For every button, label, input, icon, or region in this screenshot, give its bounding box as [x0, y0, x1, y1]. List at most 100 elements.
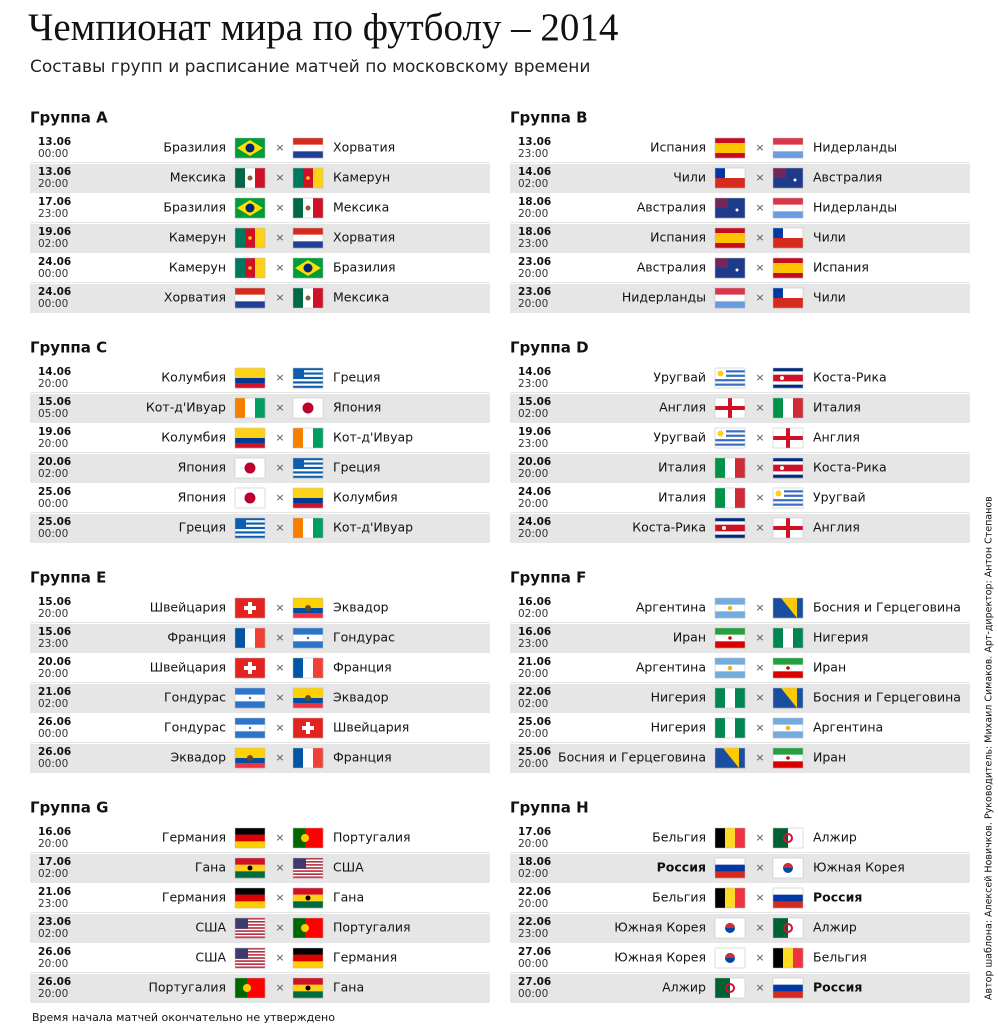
flag-border	[292, 487, 324, 509]
flag	[714, 717, 746, 739]
flag-stripe	[715, 531, 745, 535]
home-team: Камерун	[169, 230, 226, 245]
flag-stripe	[253, 978, 260, 998]
match-date: 15.06	[38, 626, 71, 638]
flag	[714, 137, 746, 159]
flag-stripe	[773, 490, 803, 493]
away-team: Япония	[333, 400, 381, 415]
away-team: Эквадор	[333, 600, 389, 615]
flag-stripe	[293, 948, 323, 955]
match-time: 00:00	[38, 498, 68, 510]
match-date: 23.06	[38, 916, 71, 928]
home-team: Уругвай	[653, 370, 706, 385]
flag-stripe	[235, 961, 265, 964]
flag-stripe	[773, 503, 803, 506]
flag-stripe	[293, 473, 323, 476]
match-time: 20:00	[38, 838, 68, 850]
flag-stripe	[235, 955, 265, 958]
flag-border	[772, 457, 804, 479]
flag	[292, 257, 324, 279]
flag-border	[292, 227, 324, 249]
away-team: Португалия	[333, 830, 411, 845]
away-team: Коста-Рика	[813, 460, 887, 475]
flag-stripe	[293, 381, 323, 384]
flag-stripe	[235, 763, 265, 769]
flag-stripe	[715, 143, 745, 149]
flag-border	[772, 487, 804, 509]
flag-border	[292, 517, 324, 539]
flag-stripe	[293, 703, 323, 709]
home-team: Бразилия	[163, 200, 226, 215]
separator: ×	[275, 401, 284, 414]
flag-stripe	[715, 445, 745, 449]
flag-stripe	[293, 748, 304, 768]
match-date: 27.06	[518, 976, 551, 988]
away-team: Бельгия	[813, 950, 867, 965]
flag-stripe	[293, 961, 323, 969]
flag	[234, 227, 266, 249]
flag-border	[234, 917, 266, 939]
away-team: Босния и Герцеговина	[813, 690, 961, 705]
match-time: 20:00	[38, 178, 68, 190]
flag	[772, 917, 804, 939]
flag-stripe	[773, 138, 803, 145]
separator: ×	[755, 171, 764, 184]
separator: ×	[755, 981, 764, 994]
flag-emblem	[235, 518, 246, 529]
flag-stripe	[715, 243, 745, 249]
away-team: Камерун	[333, 170, 390, 185]
home-team: Гана	[195, 860, 226, 875]
flag-stripe	[783, 398, 794, 418]
flag-stripe	[293, 868, 323, 871]
flag-border	[714, 747, 746, 769]
home-team: Нигерия	[651, 690, 706, 705]
flag-stripe	[235, 718, 265, 725]
flag-stripe	[725, 828, 736, 848]
flag-stripe	[773, 458, 803, 462]
home-team: Австралия	[637, 260, 706, 275]
flag-border	[292, 947, 324, 969]
flag-stripe	[715, 441, 745, 444]
separator: ×	[755, 291, 764, 304]
flag-stripe	[293, 918, 300, 938]
flag	[714, 257, 746, 279]
separator: ×	[275, 891, 284, 904]
home-team: Колумбия	[161, 370, 226, 385]
flag	[292, 167, 324, 189]
flag-stripe	[313, 198, 324, 218]
flag-border	[772, 827, 804, 849]
flag-border	[714, 717, 746, 739]
flag-stripe	[715, 153, 745, 159]
flag	[714, 687, 746, 709]
flag-border	[292, 197, 324, 219]
flag-border	[714, 137, 746, 159]
match-time: 00:00	[38, 758, 68, 770]
flag-border	[292, 427, 324, 449]
flag-stripe	[235, 301, 265, 309]
flag	[234, 517, 266, 539]
flag-stripe	[715, 381, 745, 384]
flag-border	[772, 397, 804, 419]
home-team: Германия	[162, 890, 226, 905]
flag-stripe	[293, 374, 323, 378]
match-date: 17.06	[518, 826, 551, 838]
flag	[292, 627, 324, 649]
flag-stripe	[293, 428, 304, 448]
flag-stripe	[773, 384, 803, 389]
flag-stripe	[235, 535, 265, 539]
away-team: Австралия	[813, 170, 882, 185]
flag-stripe	[773, 474, 803, 479]
separator: ×	[755, 491, 764, 504]
home-team: Уругвай	[653, 430, 706, 445]
match-time: 20:00	[518, 838, 548, 850]
flag-emblem	[293, 458, 304, 469]
flag	[772, 717, 804, 739]
flag-stripe	[293, 978, 323, 985]
flag-stripe	[725, 888, 736, 908]
home-team: Гондурас	[164, 690, 226, 705]
flag	[772, 397, 804, 419]
flag-stripe	[293, 613, 323, 619]
match-time: 00:00	[38, 148, 68, 160]
match-date: 21.06	[518, 656, 551, 668]
flag-stripe	[773, 268, 803, 274]
